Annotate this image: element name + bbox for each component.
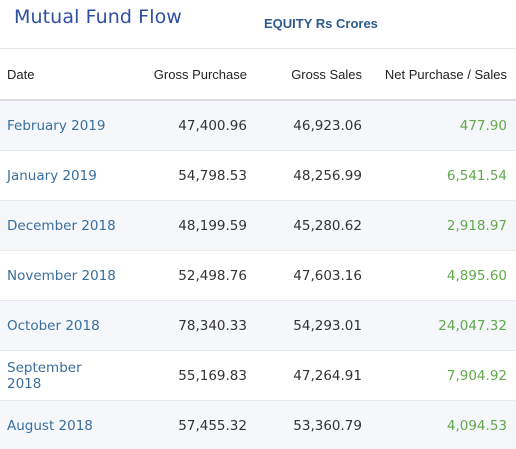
table-row: December 2018 48,199.59 45,280.62 2,918.… xyxy=(0,200,516,251)
column-header-gross-sales[interactable]: Gross Sales xyxy=(247,48,362,101)
table-row: January 2019 54,798.53 48,256.99 6,541.5… xyxy=(0,150,516,201)
cell-gross-purchase: 47,400.96 xyxy=(119,100,247,151)
cell-gross-sales: 53,360.79 xyxy=(247,400,362,449)
fund-flow-table-container: Date Gross Purchase Gross Sales Net Purc… xyxy=(0,48,516,449)
column-header-net-purchase-sales[interactable]: Net Purchase / Sales xyxy=(362,48,516,101)
cell-date[interactable]: December 2018 xyxy=(0,200,119,251)
table-row: September 2018 55,169.83 47,264.91 7,904… xyxy=(0,350,516,401)
table-header: Date Gross Purchase Gross Sales Net Purc… xyxy=(0,48,516,101)
table-body: February 2019 47,400.96 46,923.06 477.90… xyxy=(0,100,516,449)
cell-net: 6,541.54 xyxy=(362,150,516,201)
cell-gross-purchase: 52,498.76 xyxy=(119,250,247,301)
cell-gross-sales: 46,923.06 xyxy=(247,100,362,151)
widget-subtitle: EQUITY Rs Crores xyxy=(264,16,378,31)
cell-net: 4,895.60 xyxy=(362,250,516,301)
fund-flow-table: Date Gross Purchase Gross Sales Net Purc… xyxy=(0,48,516,449)
cell-gross-purchase: 55,169.83 xyxy=(119,350,247,401)
table-row: October 2018 78,340.33 54,293.01 24,047.… xyxy=(0,300,516,351)
cell-date[interactable]: August 2018 xyxy=(0,400,119,449)
cell-gross-sales: 47,264.91 xyxy=(247,350,362,401)
widget-title: Mutual Fund Flow xyxy=(14,6,182,28)
cell-date[interactable]: October 2018 xyxy=(0,300,119,351)
cell-date[interactable]: February 2019 xyxy=(0,100,119,151)
table-row: August 2018 57,455.32 53,360.79 4,094.53 xyxy=(0,400,516,449)
header-row: Date Gross Purchase Gross Sales Net Purc… xyxy=(0,48,516,101)
cell-gross-purchase: 48,199.59 xyxy=(119,200,247,251)
cell-net: 7,904.92 xyxy=(362,350,516,401)
table-row: February 2019 47,400.96 46,923.06 477.90 xyxy=(0,100,516,151)
cell-gross-sales: 47,603.16 xyxy=(247,250,362,301)
cell-gross-sales: 45,280.62 xyxy=(247,200,362,251)
column-header-date[interactable]: Date xyxy=(0,48,119,101)
cell-net: 4,094.53 xyxy=(362,400,516,449)
cell-gross-sales: 48,256.99 xyxy=(247,150,362,201)
cell-gross-purchase: 78,340.33 xyxy=(119,300,247,351)
cell-net: 2,918.97 xyxy=(362,200,516,251)
cell-net: 24,047.32 xyxy=(362,300,516,351)
cell-gross-purchase: 57,455.32 xyxy=(119,400,247,449)
cell-date[interactable]: September 2018 xyxy=(0,350,119,401)
cell-date[interactable]: November 2018 xyxy=(0,250,119,301)
cell-date[interactable]: January 2019 xyxy=(0,150,119,201)
cell-gross-sales: 54,293.01 xyxy=(247,300,362,351)
column-header-gross-purchase[interactable]: Gross Purchase xyxy=(119,48,247,101)
table-row: November 2018 52,498.76 47,603.16 4,895.… xyxy=(0,250,516,301)
cell-net: 477.90 xyxy=(362,100,516,151)
cell-gross-purchase: 54,798.53 xyxy=(119,150,247,201)
